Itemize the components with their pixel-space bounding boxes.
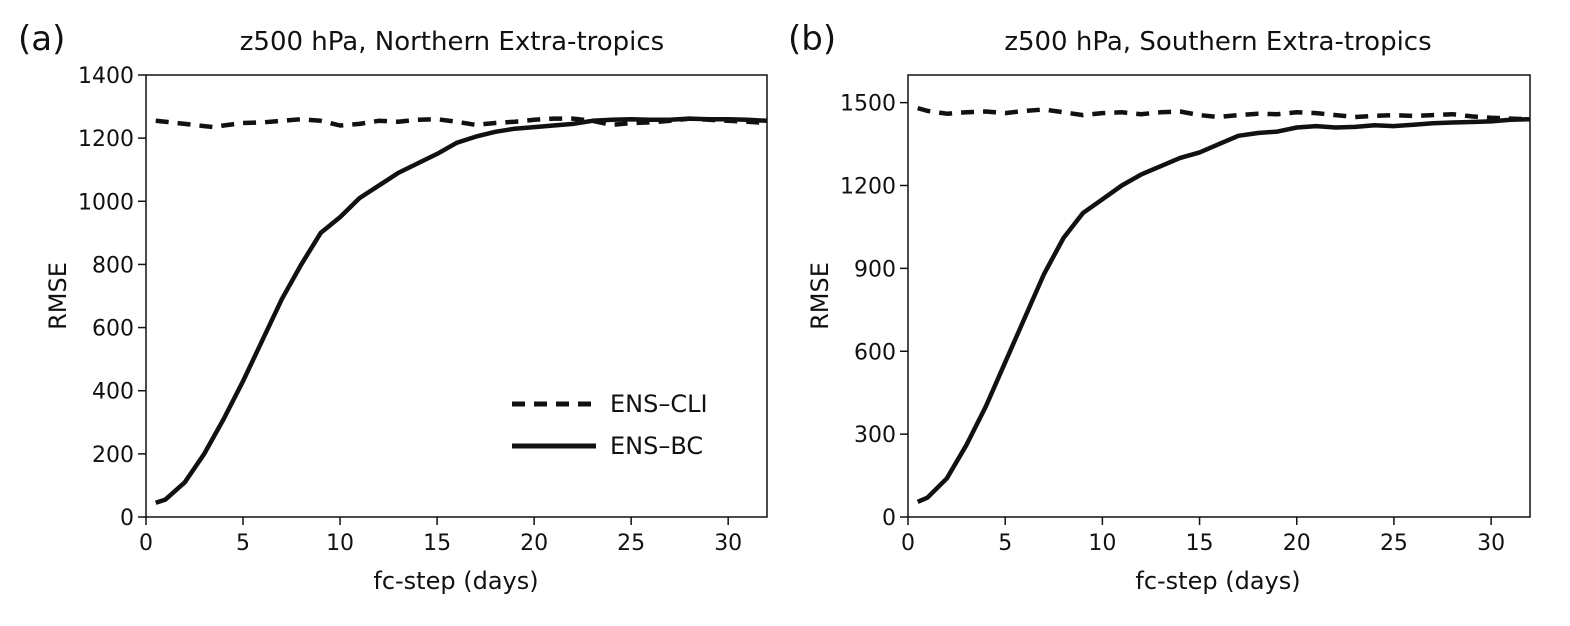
x-tick-label: 30: [1477, 531, 1505, 556]
y-tick-label: 600: [92, 317, 134, 342]
x-tick-label: 10: [326, 531, 354, 556]
panel-b-frame: [907, 74, 1531, 518]
x-tick-label: 25: [617, 531, 645, 556]
x-tick-label: 0: [139, 531, 153, 556]
x-tick-label: 5: [998, 531, 1012, 556]
legend-label-ens-bc: ENS–BC: [610, 432, 703, 460]
y-tick-label: 0: [120, 506, 134, 531]
y-tick-label: 600: [854, 340, 896, 365]
x-tick-label: 0: [901, 531, 915, 556]
y-tick-label: 1400: [78, 64, 134, 89]
y-tick-label: 300: [854, 423, 896, 448]
y-tick-label: 1200: [78, 127, 134, 152]
legend: ENS–CLI ENS–BC: [512, 390, 708, 460]
x-tick-label: 15: [1186, 531, 1214, 556]
panel-a-title: z500 hPa, Northern Extra-tropics: [240, 27, 664, 57]
panel-b-ylabel: RMSE: [806, 262, 834, 330]
x-tick-label: 15: [423, 531, 451, 556]
series-line-ens-bc: [916, 116, 1531, 504]
panel-b-label: (b): [788, 19, 836, 59]
x-tick-label: 5: [236, 531, 250, 556]
y-tick-label: 400: [92, 380, 134, 405]
x-tick-label: 30: [714, 531, 742, 556]
panel-a-ylabel: RMSE: [44, 262, 72, 330]
y-tick-label: 1200: [840, 175, 896, 200]
y-tick-label: 800: [92, 253, 134, 278]
series-line-ens-bc: [154, 116, 768, 505]
y-tick-label: 200: [92, 443, 134, 468]
x-tick-label: 20: [1283, 531, 1311, 556]
y-tick-label: 0: [882, 506, 896, 531]
x-tick-label: 20: [520, 531, 548, 556]
panel-b-title: z500 hPa, Southern Extra-tropics: [1004, 27, 1431, 57]
y-tick-label: 1500: [840, 92, 896, 117]
series-line-ens-cli: [917, 105, 1531, 122]
panel-a-marks: 0 5 10 15 20 25 30 0 200 400 600 800 1000 1200 1400: [78, 64, 768, 556]
x-tick-label: 25: [1380, 531, 1408, 556]
y-tick-label: 900: [854, 257, 896, 282]
legend-label-ens-cli: ENS–CLI: [610, 390, 708, 418]
y-tick-label: 1000: [78, 190, 134, 215]
x-tick-label: 10: [1088, 531, 1116, 556]
panel-b-xlabel: fc-step (days): [1135, 567, 1300, 595]
panel-b: (b) z500 hPa, Southern Extra-tropics fc-…: [788, 19, 1531, 595]
panel-a: (a) z500 hPa, Northern Extra-tropics fc-…: [18, 19, 768, 595]
panel-a-frame: [145, 74, 768, 518]
panel-a-label: (a): [18, 19, 65, 59]
panel-a-xlabel: fc-step (days): [373, 567, 538, 595]
